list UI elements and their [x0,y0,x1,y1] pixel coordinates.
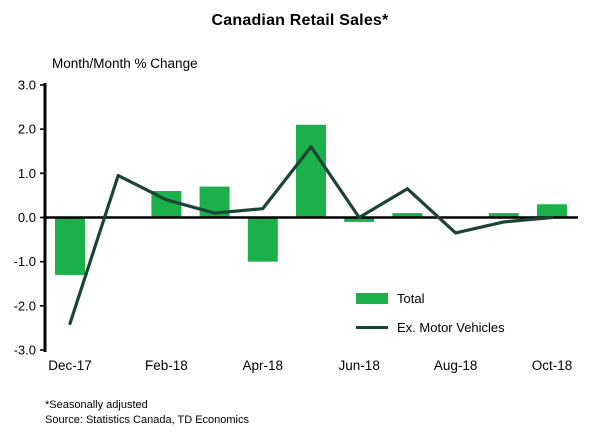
legend-label-ex-motor: Ex. Motor Vehicles [397,319,505,335]
y-tick-label--2.0: -2.0 [14,298,36,313]
bar-total-Jul-18 [392,213,423,218]
total-bar-swatch-icon [356,292,388,304]
legend-label-total: Total [397,290,425,306]
footnotes: *Seasonally adjusted Source: Statistics … [45,398,249,427]
bar-total-Dec-17 [55,217,85,275]
y-tick-label-3.0: 3.0 [18,78,36,93]
x-tick-label-Dec-17: Dec-17 [48,358,92,373]
legend-item-ex-motor: Ex. Motor Vehicles [356,318,505,336]
y-tick-label-0.0: 0.0 [18,210,36,225]
y-tick-label--1.0: -1.0 [14,254,36,269]
legend: Total Ex. Motor Vehicles [356,289,505,347]
y-axis-caption: Month/Month % Change [52,56,198,71]
line-ex-motor-vehicles [68,145,554,326]
bar-total-May-18 [296,124,326,218]
bar-total-Jun-18 [344,217,375,222]
y-tick-label-1.0: 1.0 [18,166,36,181]
chart-title: Canadian Retail Sales* [211,12,389,29]
footnote-source: Source: Statistics Canada, TD Economics [45,413,249,426]
footnote-seasonally-adjusted: *Seasonally adjusted [45,399,148,411]
y-tick-label-2.0: 2.0 [18,122,36,137]
x-tick-label-Jun-18: Jun-18 [339,358,380,373]
bar-total-Sep-18 [488,213,519,218]
legend-item-total: Total [356,289,505,307]
y-tick-label--3.0: -3.0 [14,343,36,358]
ex-motor-line-swatch-icon [356,325,388,329]
x-tick-label-Oct-18: Oct-18 [532,358,573,373]
x-tick-label-Aug-18: Aug-18 [434,358,478,373]
x-tick-label-Feb-18: Feb-18 [145,358,188,373]
bar-total-Apr-18 [247,217,278,262]
bar-total-Oct-18 [537,204,567,218]
x-tick-label-Apr-18: Apr-18 [243,358,284,373]
